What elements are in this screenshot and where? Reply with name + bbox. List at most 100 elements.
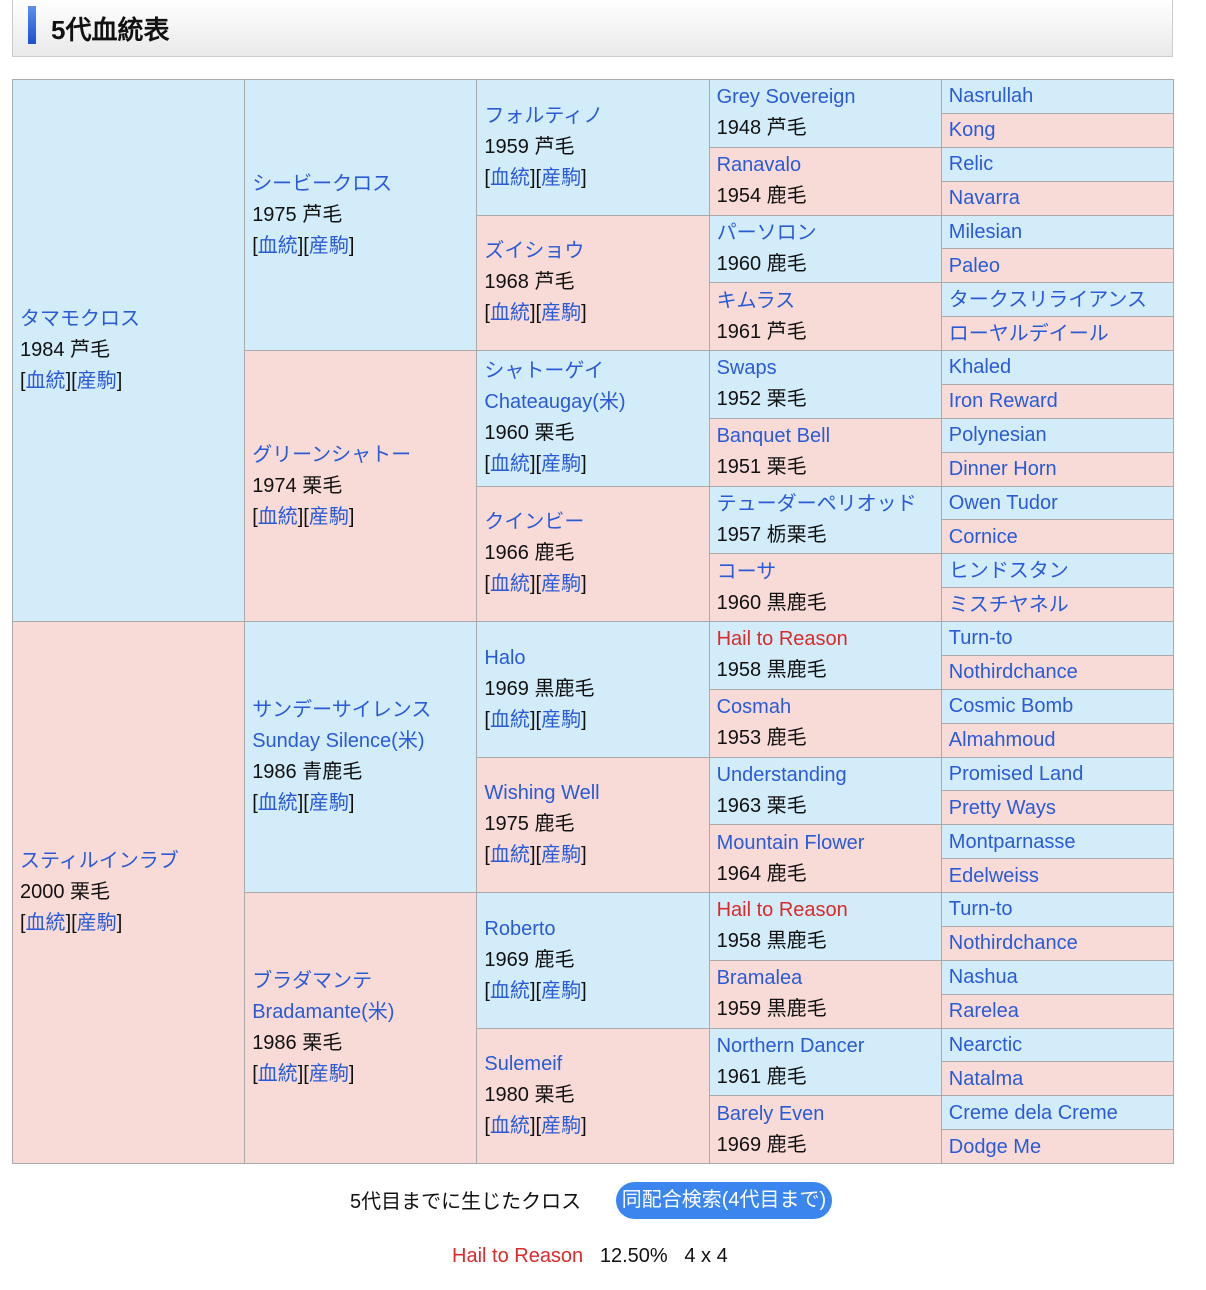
horse-name-link[interactable]: Grey Sovereign xyxy=(716,86,856,109)
horse-name-link[interactable]: Polynesian xyxy=(948,424,1047,447)
horse-name-link[interactable]: Nothirdchance xyxy=(948,932,1078,955)
horse-name-link[interactable]: Ranavalo xyxy=(716,154,802,177)
horse-links: [血統][産駒] xyxy=(484,844,587,867)
horse-name-link[interactable]: Halo xyxy=(484,646,526,669)
horse-name-link[interactable]: Bramalea xyxy=(716,967,803,990)
pedigree-cell-gen4: キムラス 1961 芦毛 xyxy=(708,282,942,351)
horse-name-link[interactable]: Turn-to xyxy=(948,898,1013,921)
horse-name-link[interactable]: Natalma xyxy=(948,1067,1024,1090)
horse-alt-name-link[interactable]: Chateaugay(米) xyxy=(484,391,626,414)
offspring-link[interactable]: 産駒 xyxy=(541,302,582,325)
horse-name-link[interactable]: Rarelea xyxy=(948,1000,1019,1023)
pedigree-link[interactable]: 血統 xyxy=(489,979,530,1002)
offspring-link[interactable]: 産駒 xyxy=(541,979,582,1002)
horse-name-link[interactable]: Khaled xyxy=(948,356,1012,379)
horse-name-link[interactable]: Roberto xyxy=(484,917,556,940)
horse-name-link[interactable]: シービークロス xyxy=(252,172,393,195)
same-mating-search-button[interactable]: 同配合検索(4代目まで) xyxy=(616,1182,832,1219)
horse-name-link[interactable]: Cornice xyxy=(948,525,1018,548)
horse-name-link[interactable]: Dodge Me xyxy=(948,1135,1042,1158)
horse-name-link[interactable]: クインビー xyxy=(484,511,585,534)
horse-name-link[interactable]: Barely Even xyxy=(716,1102,825,1125)
horse-name-link[interactable]: Cosmic Bomb xyxy=(948,695,1074,718)
offspring-link[interactable]: 産駒 xyxy=(541,1115,582,1138)
horse-name-link[interactable]: Nothirdchance xyxy=(948,661,1078,684)
horse-name-link[interactable]: タークスリライアンス xyxy=(948,288,1147,311)
horse-name-link[interactable]: Owen Tudor xyxy=(948,491,1058,514)
pedigree-link[interactable]: 血統 xyxy=(257,1063,298,1085)
horse-name-link[interactable]: Dinner Horn xyxy=(948,458,1057,481)
horse-name-link[interactable]: シャトーゲイ xyxy=(484,360,604,383)
offspring-link[interactable]: 産駒 xyxy=(541,708,582,731)
horse-links: [血統][産駒] xyxy=(20,370,123,392)
horse-name-link[interactable]: コーサ xyxy=(716,560,777,583)
horse-name-link[interactable]: Turn-to xyxy=(948,627,1013,650)
horse-name-link[interactable]: Nearctic xyxy=(948,1033,1023,1056)
horse-name-link[interactable]: Hail to Reason xyxy=(716,628,848,651)
horse-name-link[interactable]: Milesian xyxy=(948,220,1023,243)
pedigree-link[interactable]: 血統 xyxy=(489,844,530,867)
offspring-link[interactable]: 産駒 xyxy=(541,453,582,476)
horse-name-link[interactable]: Pretty Ways xyxy=(948,796,1056,819)
horse-name-link[interactable]: パーソロン xyxy=(716,221,817,244)
offspring-link[interactable]: 産駒 xyxy=(308,792,349,814)
offspring-link[interactable]: 産駒 xyxy=(541,573,582,596)
horse-name-link[interactable]: Understanding xyxy=(716,763,847,786)
horse-name-link[interactable]: フォルティノ xyxy=(484,104,604,127)
horse-name-link[interactable]: Nashua xyxy=(948,966,1018,989)
horse-name-link[interactable]: Almahmoud xyxy=(948,729,1056,752)
horse-name-link[interactable]: Promised Land xyxy=(948,762,1084,785)
pedigree-link[interactable]: 血統 xyxy=(489,166,530,189)
horse-name-link[interactable]: Creme dela Creme xyxy=(948,1101,1118,1124)
horse-name-link[interactable]: Banquet Bell xyxy=(716,425,831,448)
pedigree-cell-gen4: Northern Dancer 1961 鹿毛 xyxy=(708,1027,942,1097)
horse-name-link[interactable]: Relic xyxy=(948,153,994,176)
pedigree-link[interactable]: 血統 xyxy=(489,573,530,596)
offspring-link[interactable]: 産駒 xyxy=(308,505,349,528)
pedigree-link[interactable]: 血統 xyxy=(489,453,530,476)
horse-name-link[interactable]: Kong xyxy=(948,119,996,142)
horse-name-link[interactable]: Montparnasse xyxy=(948,830,1076,853)
offspring-link[interactable]: 産駒 xyxy=(308,1063,349,1085)
horse-name-link[interactable]: グリーンシャトー xyxy=(252,443,412,466)
horse-name-link[interactable]: ズイショウ xyxy=(484,240,585,263)
horse-name-link[interactable]: Iron Reward xyxy=(948,390,1058,413)
horse-name-link[interactable]: Paleo xyxy=(948,254,1000,277)
horse-name-link[interactable]: テューダーペリオッド xyxy=(716,492,917,515)
horse-name-link[interactable]: ミスチヤネル xyxy=(948,593,1069,616)
offspring-link[interactable]: 産駒 xyxy=(76,370,117,392)
offspring-link[interactable]: 産駒 xyxy=(76,912,117,934)
horse-name-link[interactable]: Nasrullah xyxy=(948,85,1034,108)
horse-name-link[interactable]: Edelweiss xyxy=(948,864,1039,887)
horse-name-link[interactable]: Northern Dancer xyxy=(716,1034,865,1057)
horse-alt-name-link[interactable]: Bradamante(米) xyxy=(252,1001,395,1023)
horse-name-link[interactable]: ブラダマンテ xyxy=(252,970,373,992)
pedigree-link[interactable]: 血統 xyxy=(489,708,530,731)
horse-name-link[interactable]: キムラス xyxy=(716,289,796,312)
horse-name-link[interactable]: Wishing Well xyxy=(484,782,600,805)
horse-name-link[interactable]: ヒンドスタン xyxy=(948,559,1069,582)
pedigree-link[interactable]: 血統 xyxy=(257,234,298,257)
pedigree-link[interactable]: 血統 xyxy=(489,302,530,325)
pedigree-link[interactable]: 血統 xyxy=(25,912,66,934)
horse-name-link[interactable]: タマモクロス xyxy=(20,308,140,330)
horse-name-link[interactable]: Mountain Flower xyxy=(716,831,865,854)
offspring-link[interactable]: 産駒 xyxy=(308,234,349,257)
horse-name-link[interactable]: Swaps xyxy=(716,357,777,380)
offspring-link[interactable]: 産駒 xyxy=(541,166,582,189)
offspring-link[interactable]: 産駒 xyxy=(541,844,582,867)
horse-name-link[interactable]: ローヤルデイール xyxy=(948,322,1109,345)
horse-name-link[interactable]: Sulemeif xyxy=(484,1053,563,1076)
pedigree-link[interactable]: 血統 xyxy=(257,505,298,528)
horse-name-link[interactable]: Cosmah xyxy=(716,696,792,719)
cross-horse-link[interactable]: Hail to Reason xyxy=(452,1245,584,1267)
pedigree-link[interactable]: 血統 xyxy=(25,370,66,392)
horse-name-link[interactable]: スティルインラブ xyxy=(20,850,179,872)
pedigree-cell-gen5: Nearctic xyxy=(940,1027,1174,1063)
pedigree-link[interactable]: 血統 xyxy=(257,792,298,814)
pedigree-link[interactable]: 血統 xyxy=(489,1115,530,1138)
horse-name-link[interactable]: Hail to Reason xyxy=(716,899,848,922)
horse-name-link[interactable]: Navarra xyxy=(948,187,1020,210)
horse-name-link[interactable]: サンデーサイレンス xyxy=(252,699,432,721)
horse-alt-name-link[interactable]: Sunday Silence(米) xyxy=(252,730,425,752)
